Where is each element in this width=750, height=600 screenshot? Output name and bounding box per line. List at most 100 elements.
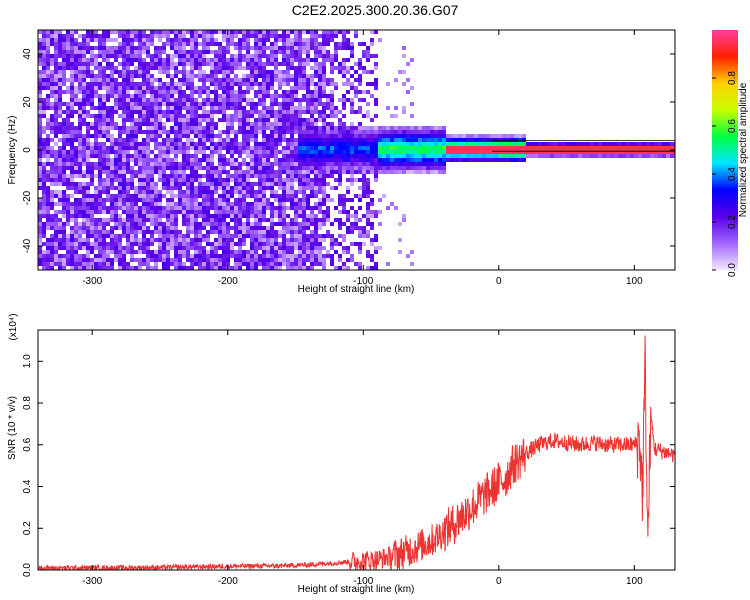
spectrogram-cell: [138, 258, 142, 262]
spectrogram-cell: [162, 266, 166, 270]
spectrogram-cell: [58, 258, 62, 262]
spectrogram-cell: [262, 134, 266, 138]
spectrogram-cell: [410, 102, 414, 106]
spectrogram-cell: [382, 134, 386, 138]
spectrogram-cell: [226, 130, 230, 134]
spectrogram-cell: [166, 202, 170, 206]
spectrogram-cell: [250, 102, 254, 106]
spectrogram-cell: [174, 262, 178, 266]
spectrogram-cell: [94, 234, 98, 238]
spectrogram-cell: [562, 146, 566, 150]
spectrogram-cell: [230, 102, 234, 106]
spectrogram-cell: [306, 250, 310, 254]
spectrogram-cell: [170, 118, 174, 122]
spectrogram-cell: [50, 206, 54, 210]
spectrogram-cell: [346, 66, 350, 70]
spectrogram-cell: [446, 138, 450, 142]
spectrogram-cell: [122, 82, 126, 86]
spectrogram-cell: [242, 130, 246, 134]
spectrogram-cell: [94, 114, 98, 118]
spectrogram-cell: [190, 170, 194, 174]
spectrogram-cell: [118, 202, 122, 206]
spectrogram-cell: [46, 118, 50, 122]
spectrogram-cell: [202, 194, 206, 198]
spectrogram-cell: [406, 162, 410, 166]
spectrogram-cell: [362, 182, 366, 186]
spectrogram-cell: [54, 110, 58, 114]
spectrogram-cell: [254, 210, 258, 214]
spectrogram-cell: [58, 70, 62, 74]
spectrogram-cell: [86, 206, 90, 210]
spectrogram-cell: [286, 142, 290, 146]
spectrogram-cell: [82, 74, 86, 78]
spectrogram-cell: [54, 238, 58, 242]
spectrogram-cell: [198, 250, 202, 254]
spectrogram-cell: [314, 42, 318, 46]
spectrogram-cell: [146, 194, 150, 198]
spectrogram-cell: [258, 122, 262, 126]
spectrogram-cell: [226, 178, 230, 182]
spectrogram-cell: [266, 122, 270, 126]
spectrogram-cell: [110, 78, 114, 82]
spectrogram-cell: [158, 90, 162, 94]
spectrogram-cell: [98, 206, 102, 210]
spectrogram-cell: [234, 234, 238, 238]
spectrogram-cell: [338, 166, 342, 170]
spectrogram-cell: [158, 150, 162, 154]
spectrogram-cell: [342, 150, 346, 154]
spectrogram-cell: [162, 46, 166, 50]
spectrogram-cell: [118, 142, 122, 146]
spectrogram-cell: [106, 78, 110, 82]
spectrogram-cell: [310, 154, 314, 158]
spectrogram-cell: [298, 198, 302, 202]
spectrogram-cell: [46, 190, 50, 194]
spectrogram-cell: [174, 126, 178, 130]
spectrogram-cell: [118, 158, 122, 162]
spectrogram-cell: [290, 54, 294, 58]
spectrogram-cell: [330, 54, 334, 58]
spectrogram-cell: [218, 146, 222, 150]
y-tick-label: 1.0: [22, 354, 33, 368]
spectrogram-cell: [142, 178, 146, 182]
spectrogram-cell: [182, 202, 186, 206]
spectrogram-cell: [294, 230, 298, 234]
spectrogram-cell: [234, 198, 238, 202]
spectrogram-cell: [198, 166, 202, 170]
spectrogram-cell: [326, 94, 330, 98]
spectrogram-cell: [350, 242, 354, 246]
spectrogram-cell: [246, 174, 250, 178]
spectrogram-cell: [158, 162, 162, 166]
spectrogram-cell: [70, 154, 74, 158]
spectrogram-cell: [142, 242, 146, 246]
spectrogram-cell: [194, 38, 198, 42]
spectrogram-cell: [54, 234, 58, 238]
spectrogram-cell: [182, 266, 186, 270]
spectrogram-cell: [314, 194, 318, 198]
spectrogram-cell: [198, 102, 202, 106]
spectrogram-cell: [218, 198, 222, 202]
spectrogram-cell: [346, 214, 350, 218]
spectrogram-cell: [358, 154, 362, 158]
spectrogram-cell: [206, 218, 210, 222]
spectrogram-cell: [302, 198, 306, 202]
spectrogram-cell: [110, 178, 114, 182]
spectrogram-cell: [58, 222, 62, 226]
spectrogram-cell: [102, 254, 106, 258]
spectrogram-cell: [90, 62, 94, 66]
spectrogram-cell: [234, 162, 238, 166]
spectrogram-cell: [142, 46, 146, 50]
spectrogram-cell: [78, 74, 82, 78]
spectrogram-cell: [258, 194, 262, 198]
spectrogram-cell: [370, 126, 374, 130]
spectrogram-cell: [154, 170, 158, 174]
spectrogram-cell: [198, 126, 202, 130]
spectrogram-cell: [230, 226, 234, 230]
spectrogram-cell: [326, 206, 330, 210]
spectrogram-cell: [250, 238, 254, 242]
spectrogram-cell: [70, 250, 74, 254]
spectrogram-cell: [310, 78, 314, 82]
spectrogram-cell: [78, 198, 82, 202]
spectrogram-cell: [206, 46, 210, 50]
spectrogram-cell: [366, 234, 370, 238]
spectrogram-cell: [342, 262, 346, 266]
